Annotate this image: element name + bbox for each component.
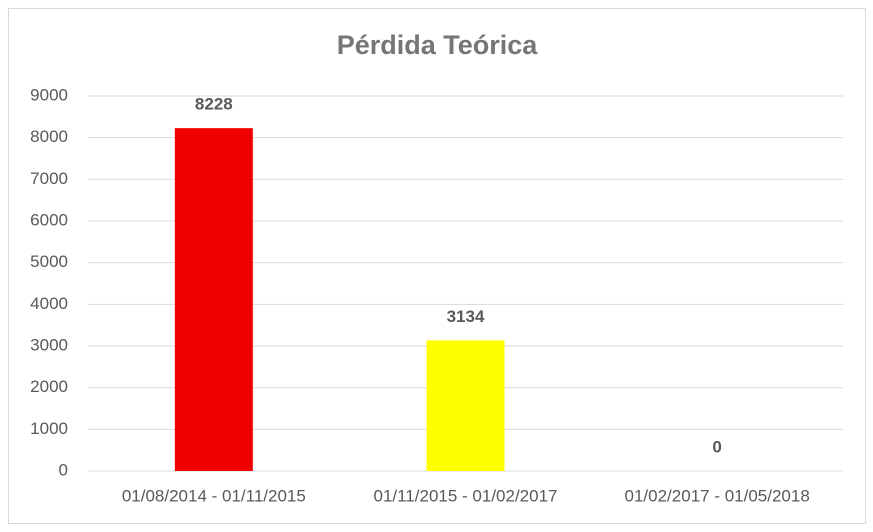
bar xyxy=(426,340,505,471)
y-tick-label: 0 xyxy=(59,460,68,479)
y-tick-label: 5000 xyxy=(30,252,68,271)
chart-title: Pérdida Teórica xyxy=(337,30,539,60)
y-tick-label: 4000 xyxy=(30,294,68,313)
data-label: 3134 xyxy=(447,307,485,326)
x-tick-label: 01/02/2017 - 01/05/2018 xyxy=(625,486,810,505)
y-tick-label: 6000 xyxy=(30,210,68,229)
y-tick-label: 9000 xyxy=(30,85,68,104)
y-tick-label: 3000 xyxy=(30,335,68,354)
data-label: 0 xyxy=(712,437,721,456)
y-tick-label: 8000 xyxy=(30,127,68,146)
x-tick-label: 01/08/2014 - 01/11/2015 xyxy=(122,486,306,505)
y-tick-label: 1000 xyxy=(30,419,68,438)
bar xyxy=(174,128,253,471)
x-tick-label: 01/11/2015 - 01/02/2017 xyxy=(373,486,557,505)
data-label: 8228 xyxy=(195,95,233,114)
y-tick-label: 2000 xyxy=(30,377,68,396)
y-tick-label: 7000 xyxy=(30,169,68,188)
